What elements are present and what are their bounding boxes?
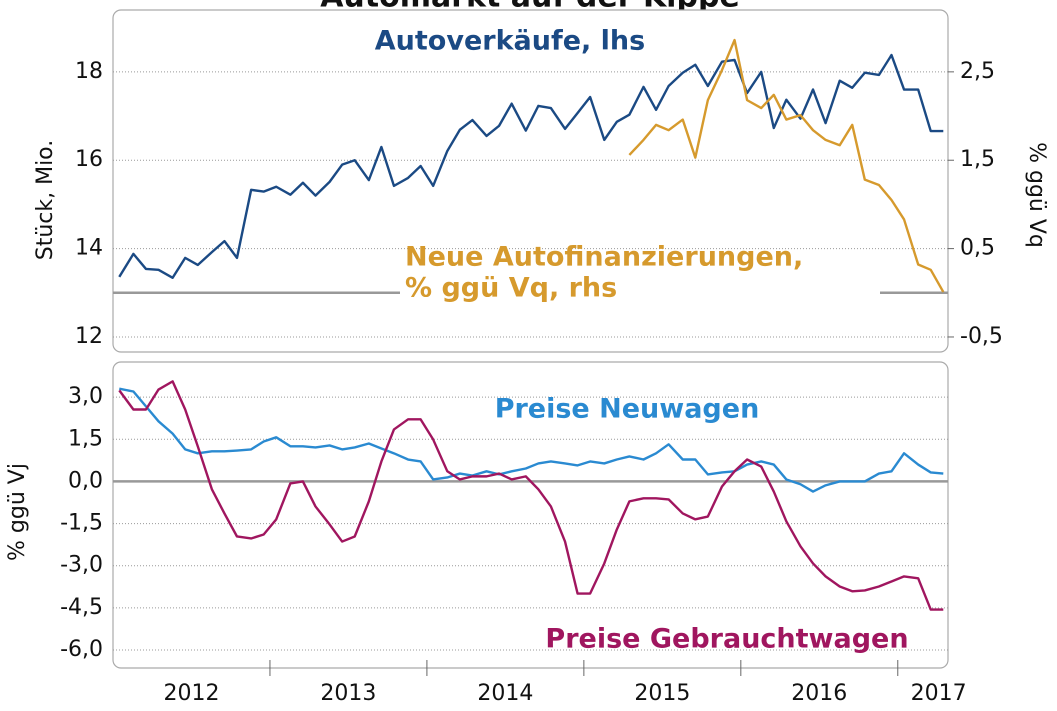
series-line — [119, 387, 944, 493]
y-tick-label: -6,0 — [60, 637, 103, 662]
y-tick-label: -3,0 — [60, 553, 103, 578]
y-tick-label: 18 — [75, 59, 103, 84]
x-tick-label: 2015 — [634, 681, 690, 706]
y-tick-label: 12 — [75, 324, 103, 349]
x-tick-label: 2013 — [320, 681, 376, 706]
series-line — [118, 53, 944, 279]
x-tick-label: 2014 — [477, 681, 533, 706]
y-axis-title: Stück, Mio. — [33, 140, 58, 261]
y-tick-label: 1,5 — [68, 426, 103, 451]
series-label: % ggü Vq, rhs — [405, 273, 617, 304]
series-label: Neue Autofinanzierungen, — [405, 242, 803, 273]
series-label: Preise Gebrauchtwagen — [545, 624, 908, 655]
y-tick-label: 0,0 — [68, 468, 103, 493]
y2-tick-label: 1,5 — [960, 147, 995, 172]
x-tick-label: 2017 — [911, 681, 967, 706]
y-tick-label: -1,5 — [60, 511, 103, 536]
y-tick-label: 14 — [75, 236, 103, 261]
series-line — [118, 380, 944, 611]
y2-tick-label: 2,5 — [960, 59, 995, 84]
y-tick-label: 3,0 — [68, 384, 103, 409]
series-label: Autoverkäufe, lhs — [375, 26, 645, 57]
x-tick-label: 2012 — [163, 681, 219, 706]
y2-tick-label: 0,5 — [960, 236, 995, 261]
series-label: Preise Neuwagen — [495, 394, 760, 425]
x-tick-label: 2016 — [791, 681, 847, 706]
y2-tick-label: -0,5 — [960, 324, 1003, 349]
series-line — [628, 38, 945, 293]
y-tick-label: -4,5 — [60, 595, 103, 620]
plot-area — [112, 361, 949, 669]
y-tick-label: 16 — [75, 147, 103, 172]
y-axis-title: % ggü Vj — [5, 463, 30, 561]
y2-axis-title: % ggü Vq — [1024, 142, 1049, 248]
label-background — [400, 274, 880, 304]
plot-area — [112, 9, 949, 353]
